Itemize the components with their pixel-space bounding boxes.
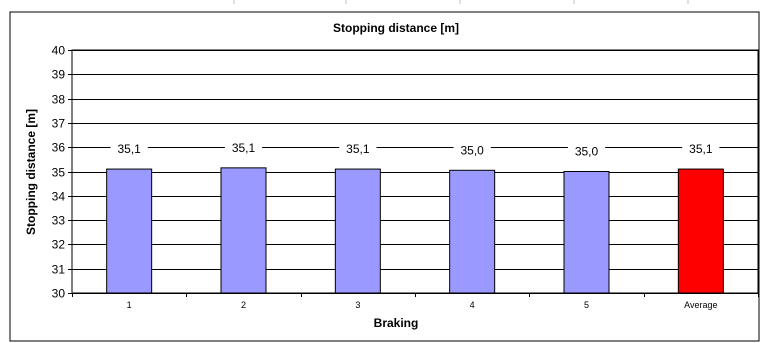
data-label: 35,0 [460, 143, 484, 157]
x-tick-label: 4 [470, 300, 475, 310]
x-axis-label: Braking [374, 316, 419, 330]
data-label-background [567, 143, 606, 161]
data-label-background [224, 139, 263, 157]
data-label-background [110, 141, 148, 159]
plot-frame [71, 49, 759, 294]
y-tick-label: 30 [52, 287, 66, 301]
data-label-background [453, 142, 491, 160]
y-tick-label: 35 [52, 166, 66, 180]
bar [220, 167, 267, 294]
y-tick-label: 38 [52, 93, 66, 107]
y-tick-label: 31 [52, 263, 66, 277]
y-tick-label: 40 [52, 44, 66, 58]
data-label: 35,1 [117, 142, 141, 156]
data-label: 35,1 [689, 142, 713, 156]
bar [449, 169, 496, 294]
bar [334, 168, 381, 294]
x-tick-label: 3 [355, 300, 360, 310]
bar [677, 168, 724, 294]
data-label: 35,0 [575, 145, 599, 159]
x-tick-label: Average [684, 300, 717, 310]
x-tick-label: 5 [584, 300, 589, 310]
y-axis-label: Stopping distance [m] [24, 109, 38, 235]
bar [563, 171, 610, 294]
y-tick-label: 33 [52, 214, 66, 228]
y-axis-ticks: 30 31 32 33 34 35 36 37 38 39 40 [52, 44, 72, 301]
data-label-background [682, 141, 720, 159]
x-axis-ticks: 1 2 3 4 5 Average [72, 293, 759, 310]
y-tick-label: 37 [52, 117, 66, 131]
data-label-background [339, 141, 377, 159]
bars [106, 167, 724, 294]
chart-title: Stopping distance [m] [333, 21, 459, 35]
data-label: 35,1 [232, 141, 256, 155]
y-tick-label: 36 [52, 141, 66, 155]
x-tick-label: 1 [127, 300, 132, 310]
y-tick-label: 39 [52, 68, 66, 82]
y-tick-label: 34 [52, 190, 66, 204]
y-tick-label: 32 [52, 238, 66, 252]
data-labels: 35,1 35,1 35,1 35,0 35,0 35,1 [110, 139, 720, 161]
bar [106, 168, 153, 294]
x-tick-label: 2 [241, 300, 246, 310]
data-label: 35,1 [346, 142, 370, 156]
